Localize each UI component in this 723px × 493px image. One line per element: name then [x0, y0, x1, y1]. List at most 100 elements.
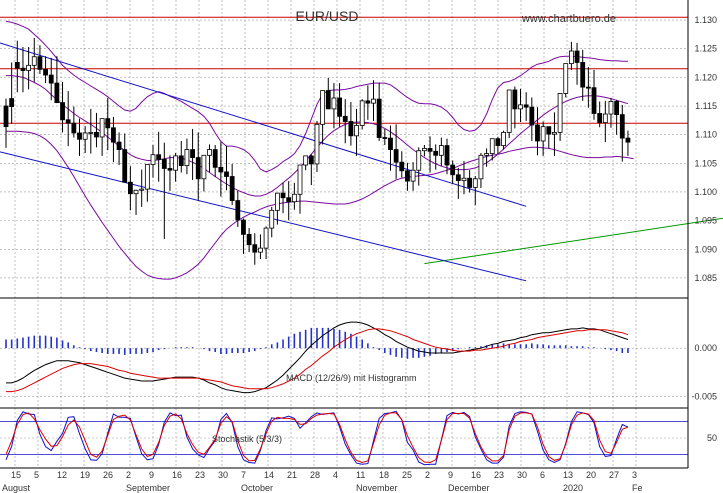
candle-body: [303, 155, 309, 166]
channel-lower-line: [0, 151, 527, 282]
source-watermark: www.chartbuero.de: [521, 13, 616, 25]
candle-body: [337, 97, 342, 117]
candle-body: [235, 200, 241, 221]
candle-body: [246, 233, 252, 246]
month-label: December: [448, 483, 490, 493]
candle-body: [495, 138, 501, 146]
candle-body: [563, 63, 569, 94]
candle-body: [241, 219, 246, 235]
candle-body: [371, 98, 376, 104]
x-tick-label: 4: [333, 470, 338, 480]
candle-body: [580, 62, 586, 88]
candle-body: [393, 149, 399, 163]
candle-body: [286, 197, 292, 203]
candle-body: [60, 102, 65, 121]
y-tick-label: 1.130: [694, 15, 717, 25]
x-tick-label: 14: [264, 470, 274, 480]
candle-body: [405, 170, 410, 182]
candlestick-series: [3, 37, 631, 265]
x-tick-label: 9: [149, 470, 154, 480]
y-tick-label: 1.085: [694, 273, 717, 283]
candle-body: [20, 67, 26, 71]
x-tick-label: 16: [471, 470, 481, 480]
x-tick-label: 28: [310, 470, 320, 480]
candle-body: [31, 56, 37, 66]
x-tick-label: 16: [172, 470, 182, 480]
candle-body: [320, 90, 326, 125]
y-tick-label: 1.125: [694, 44, 717, 54]
indicator-layer: [0, 321, 688, 466]
candle-body: [501, 131, 506, 146]
candle-body: [602, 113, 608, 124]
y-tick-label: 1.095: [694, 216, 717, 226]
candle-body: [619, 114, 625, 139]
candle-body: [291, 193, 297, 203]
x-tick-label: 20: [586, 470, 596, 480]
macd-y-tick-label: 0.000: [694, 343, 717, 353]
candle-body: [105, 118, 111, 129]
candle-body: [71, 122, 77, 134]
candle-body: [127, 181, 133, 195]
candle-body: [190, 149, 195, 158]
grid-layer: [0, 0, 688, 468]
candle-body: [529, 106, 535, 126]
x-tick-label: 13: [563, 470, 573, 480]
candle-body: [552, 131, 557, 135]
x-tick-label: 9: [448, 470, 453, 480]
month-label: September: [126, 483, 170, 493]
candle-body: [269, 209, 275, 229]
candle-body: [535, 124, 540, 142]
candle-body: [99, 118, 105, 138]
candle-body: [540, 126, 546, 142]
stoch-d-line: [5, 412, 629, 464]
x-tick-label: 5: [34, 470, 39, 480]
chart-title: EUR/USD: [295, 8, 358, 24]
x-tick-label: 30: [517, 470, 527, 480]
candle-body: [297, 164, 303, 195]
x-tick-label: 7: [241, 470, 246, 480]
candle-body: [77, 132, 82, 140]
candle-body: [506, 89, 512, 133]
candle-body: [314, 123, 320, 165]
y-tick-label: 1.115: [695, 101, 717, 111]
candle-body: [388, 137, 393, 150]
candle-body: [416, 150, 422, 171]
candle-body: [9, 98, 15, 107]
y-tick-label: 1.120: [694, 72, 717, 82]
candle-body: [139, 188, 145, 191]
candle-body: [156, 154, 162, 160]
candle-body: [94, 131, 99, 138]
macd-line: [6, 321, 629, 394]
candle-body: [382, 137, 388, 139]
candle-body: [212, 149, 218, 168]
x-tick-label: 23: [494, 470, 504, 480]
candle-body: [359, 100, 365, 126]
candle-body: [585, 86, 591, 89]
candle-body: [444, 145, 450, 166]
candle-body: [625, 137, 631, 143]
x-tick-label: 12: [57, 470, 67, 480]
candle-body: [14, 62, 20, 69]
candle-body: [308, 155, 314, 165]
candle-body: [133, 189, 139, 195]
candle-body: [455, 174, 461, 181]
candle-body: [207, 149, 212, 156]
x-tick-label: 2: [425, 470, 430, 480]
candle-body: [591, 87, 597, 114]
x-tick-label: 3: [632, 470, 637, 480]
candle-body: [178, 155, 184, 167]
y-tick-label: 1.100: [694, 187, 717, 197]
candle-body: [37, 56, 43, 70]
candle-body: [167, 168, 173, 171]
candle-body: [54, 82, 60, 103]
candle-body: [43, 68, 48, 76]
bollinger-upper-line: [5, 20, 628, 173]
candle-body: [82, 132, 88, 140]
candle-body: [184, 149, 190, 167]
candle-body: [569, 50, 574, 65]
candle-body: [201, 154, 207, 180]
candle-body: [523, 104, 529, 108]
candle-body: [218, 166, 224, 173]
